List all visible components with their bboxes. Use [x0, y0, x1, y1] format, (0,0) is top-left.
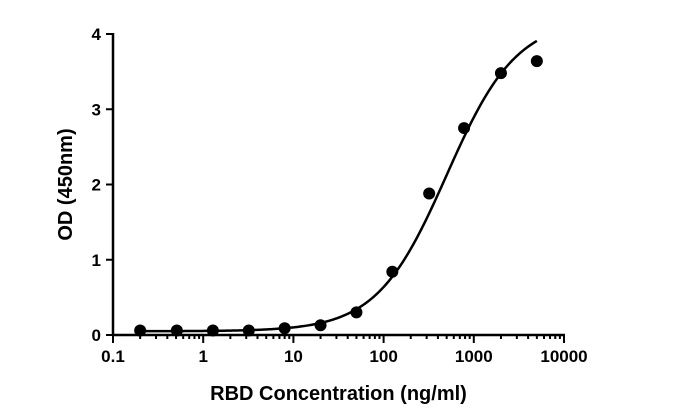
y-axis-ticks: 0 1 2 3 4: [92, 25, 113, 345]
x-tick-label: 100: [369, 347, 397, 366]
x-tick-label: 1000: [455, 347, 493, 366]
x-tick-label: 10: [284, 347, 303, 366]
data-point: [278, 322, 291, 335]
data-point: [242, 324, 255, 337]
x-tick-label: 1: [198, 347, 207, 366]
x-tick-label: 10000: [540, 347, 587, 366]
fit-curve: [140, 39, 538, 333]
data-point: [423, 187, 436, 200]
x-axis-ticks: 0.1 1 10 100 1000 10000: [101, 335, 588, 366]
y-tick-label: 4: [92, 25, 102, 44]
y-tick-label: 0: [92, 326, 101, 345]
y-axis-title: OD (450nm): [55, 128, 77, 240]
data-point: [530, 55, 543, 68]
data-point: [314, 319, 327, 332]
x-axis-title: RBD Concentration (ng/ml): [210, 383, 467, 405]
data-point: [134, 324, 147, 337]
data-point: [206, 324, 219, 337]
y-tick-label: 1: [92, 251, 101, 270]
y-tick-label: 3: [92, 100, 101, 119]
data-point: [170, 324, 183, 337]
y-tick-label: 2: [92, 176, 101, 195]
data-point: [458, 122, 471, 135]
data-point: [350, 306, 363, 319]
x-tick-label: 0.1: [101, 347, 125, 366]
data-point: [494, 67, 507, 80]
data-points: [134, 55, 543, 337]
data-point: [386, 265, 399, 278]
